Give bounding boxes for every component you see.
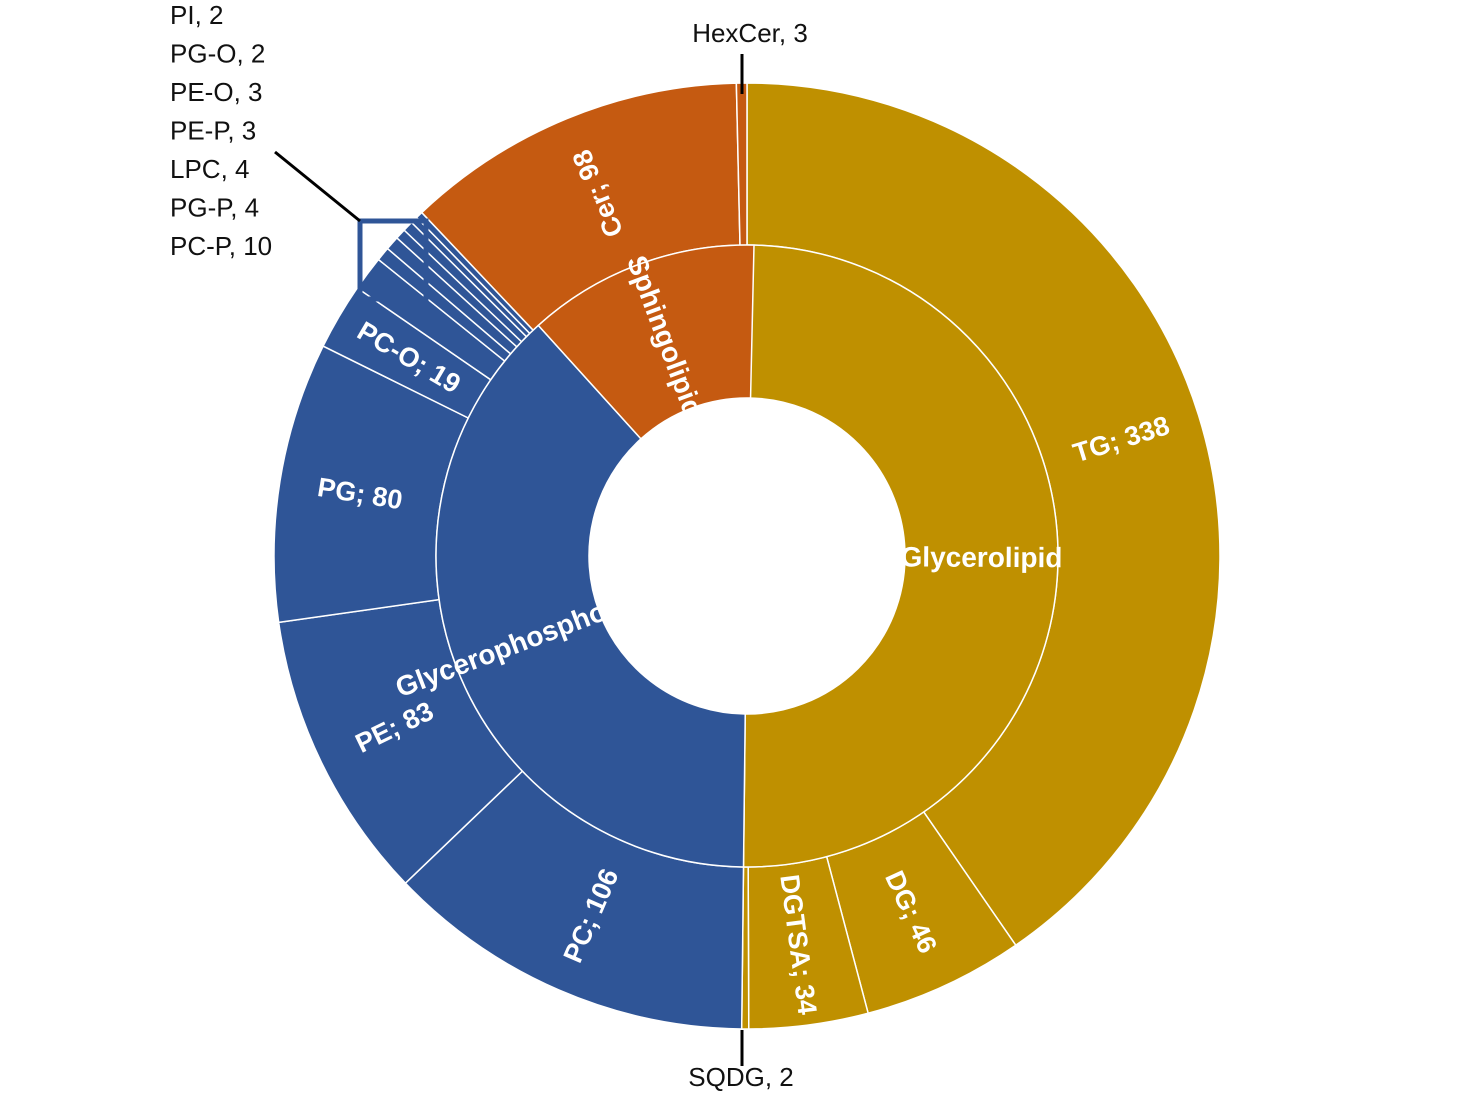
outer-ring — [273, 82, 1221, 1030]
hexcer-callout-label: HexCer, 3 — [692, 18, 808, 48]
inner-label-glycerolipid: Glycerolipid — [900, 541, 1062, 573]
callout-label-list: PI, 2 PG-O, 2 PE-O, 3 PE-P, 3 LPC, 4 PG-P, 4 P… — [170, 0, 272, 261]
callout-label-pg-o: PG-O, 2 — [170, 39, 265, 69]
callout-label-pe-o: PE-O, 3 — [170, 77, 262, 107]
callout-label-lpc: LPC, 4 — [170, 154, 250, 184]
small-segments-callout-box — [357, 218, 429, 302]
callout-label-pe-p: PE-P, 3 — [170, 116, 256, 146]
callout-label-pg-p: PG-P, 4 — [170, 193, 259, 223]
callout-label-pi: PI, 2 — [170, 0, 223, 30]
inner-ring — [435, 244, 1059, 868]
callout-leader-line — [274, 150, 361, 223]
sqdg-callout-label: SQDG, 2 — [688, 1062, 793, 1092]
center-hole — [589, 398, 905, 714]
callout-label-pc-p: PC-P, 10 — [170, 231, 272, 261]
